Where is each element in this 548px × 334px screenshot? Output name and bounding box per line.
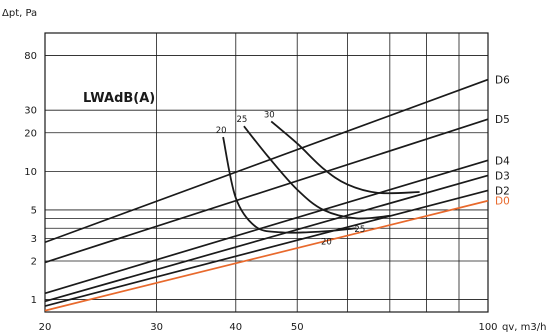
tick-labels-group: 20 30 40 50 100 1 2 3 5 10 20 30 80 bbox=[24, 51, 497, 333]
y-tick-label: 10 bbox=[24, 167, 37, 178]
series-group bbox=[44, 78, 489, 312]
series-label: D0 bbox=[495, 196, 510, 208]
y-tick-label: 3 bbox=[31, 234, 37, 245]
series-line bbox=[44, 174, 489, 303]
series-label: D2 bbox=[495, 185, 510, 197]
sound-curve bbox=[243, 125, 390, 220]
series-line bbox=[44, 118, 489, 264]
series-line bbox=[44, 199, 489, 312]
sound-curve-label-top: 20 bbox=[216, 126, 227, 136]
x-tick-label: 40 bbox=[229, 322, 242, 333]
sound-curve-label-bottom: 25 bbox=[354, 225, 365, 235]
sound-curve bbox=[222, 136, 357, 234]
sound-curve-label-bottom: 20 bbox=[321, 237, 332, 247]
series-line bbox=[44, 159, 489, 295]
y-tick-label: 30 bbox=[24, 106, 37, 117]
plot-frame bbox=[44, 32, 489, 313]
y-tick-label: 5 bbox=[31, 205, 37, 216]
series-label: D3 bbox=[495, 170, 510, 182]
series-label: D6 bbox=[495, 75, 510, 87]
x-tick-label: 30 bbox=[150, 322, 163, 333]
chart-title: LWAdB(A) bbox=[83, 91, 155, 106]
y-tick-label: 20 bbox=[24, 128, 37, 139]
y-axis-label: Δpt, Pa bbox=[2, 8, 37, 19]
y-tick-label: 80 bbox=[24, 51, 37, 62]
x-axis-label: qv, m3/h bbox=[502, 322, 546, 333]
sound-curve-label-top: 25 bbox=[237, 115, 248, 125]
sound-curve bbox=[270, 120, 420, 195]
y-tick-label: 2 bbox=[31, 256, 37, 267]
grid bbox=[44, 33, 489, 312]
series-label: D5 bbox=[495, 114, 510, 126]
x-tick-label: 50 bbox=[291, 322, 304, 333]
y-tick-label: 1 bbox=[31, 295, 37, 306]
x-tick-label: 100 bbox=[478, 322, 497, 333]
series-line bbox=[44, 189, 489, 307]
x-tick-label: 20 bbox=[39, 322, 52, 333]
sound-curve-label-top: 30 bbox=[264, 110, 275, 120]
sound-curves-group: 20 20 25 25 30 bbox=[216, 110, 420, 247]
series-label: D4 bbox=[495, 155, 510, 167]
series-line bbox=[44, 78, 489, 244]
